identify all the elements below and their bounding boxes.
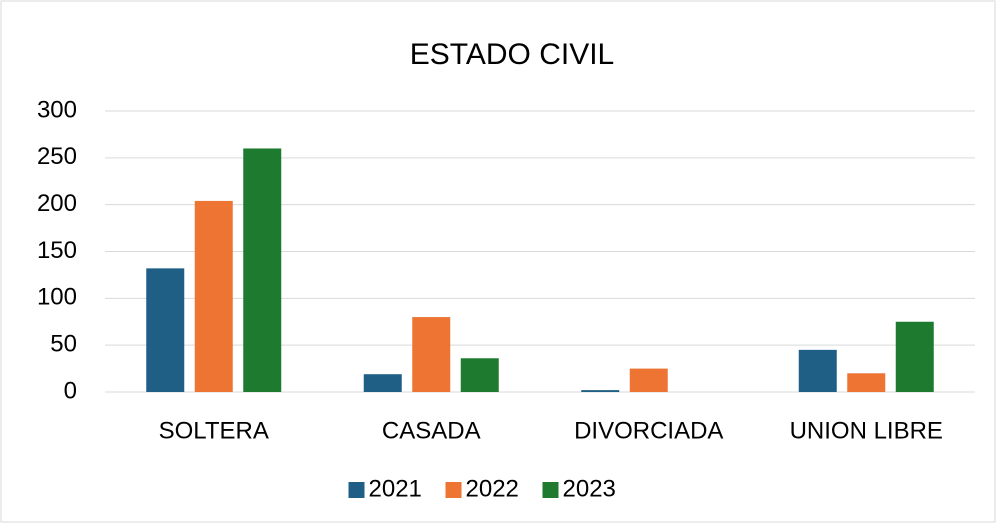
y-tick-label: 0 [64, 377, 77, 404]
bar [847, 373, 886, 392]
y-tick-label: 200 [37, 190, 77, 217]
bar [629, 368, 668, 392]
bar [363, 374, 402, 392]
chart-title: ESTADO CIVIL [410, 38, 615, 71]
bar [460, 358, 499, 392]
x-tick-label: SOLTERA [159, 417, 269, 444]
bar [581, 390, 620, 392]
legend-swatch [348, 482, 365, 498]
bar [146, 268, 185, 392]
legend-label: 2023 [563, 475, 616, 502]
x-tick-label: UNION LIBRE [790, 417, 943, 444]
bar [243, 148, 282, 392]
y-tick-label: 100 [37, 284, 77, 311]
legend-label: 2022 [466, 475, 519, 502]
legend-swatch [542, 482, 559, 498]
y-tick-label: 150 [37, 237, 77, 264]
y-tick-label: 250 [37, 143, 77, 170]
x-tick-label: CASADA [382, 417, 481, 444]
bar [194, 200, 233, 392]
legend-swatch [445, 482, 462, 498]
y-tick-label: 300 [37, 96, 77, 123]
x-tick-label: DIVORCIADA [574, 417, 723, 444]
legend-label: 2021 [369, 475, 422, 502]
y-tick-label: 50 [50, 331, 77, 358]
bar [895, 321, 934, 392]
bar [412, 317, 451, 392]
bar [798, 349, 837, 392]
